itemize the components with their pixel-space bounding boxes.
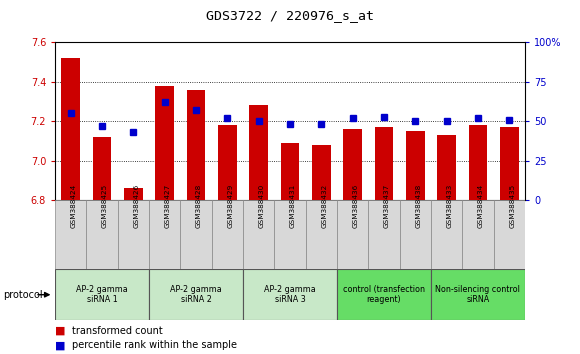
Text: GSM388431: GSM388431 <box>290 183 296 228</box>
Text: ■: ■ <box>55 326 66 336</box>
Bar <box>431 269 525 320</box>
Bar <box>337 200 368 269</box>
Text: GSM388427: GSM388427 <box>165 183 171 228</box>
Bar <box>155 86 174 200</box>
Text: transformed count: transformed count <box>72 326 163 336</box>
Bar <box>368 200 400 269</box>
Bar <box>462 200 494 269</box>
Text: percentile rank within the sample: percentile rank within the sample <box>72 340 237 350</box>
Bar <box>406 131 425 200</box>
Text: AP-2 gamma
siRNA 3: AP-2 gamma siRNA 3 <box>264 285 316 304</box>
Bar <box>375 127 393 200</box>
Bar <box>61 58 80 200</box>
Text: Non-silencing control
siRNA: Non-silencing control siRNA <box>436 285 520 304</box>
Text: GSM388436: GSM388436 <box>353 183 358 228</box>
Text: GSM388435: GSM388435 <box>509 183 515 228</box>
Text: GSM388434: GSM388434 <box>478 183 484 228</box>
Bar <box>312 145 331 200</box>
Bar <box>124 188 143 200</box>
Bar <box>243 200 274 269</box>
Bar <box>431 200 462 269</box>
Text: AP-2 gamma
siRNA 1: AP-2 gamma siRNA 1 <box>76 285 128 304</box>
Bar <box>343 129 362 200</box>
Bar <box>469 125 487 200</box>
Text: GSM388432: GSM388432 <box>321 183 327 228</box>
Bar <box>149 269 243 320</box>
Bar <box>93 137 111 200</box>
Bar <box>218 125 237 200</box>
Bar <box>494 200 525 269</box>
Text: control (transfection
reagent): control (transfection reagent) <box>343 285 425 304</box>
Bar <box>149 200 180 269</box>
Bar <box>86 200 118 269</box>
Bar <box>437 135 456 200</box>
Text: GSM388428: GSM388428 <box>196 183 202 228</box>
Bar <box>55 269 149 320</box>
Text: GSM388426: GSM388426 <box>133 183 139 228</box>
Bar <box>306 200 337 269</box>
Bar <box>274 200 306 269</box>
Text: GSM388425: GSM388425 <box>102 183 108 228</box>
Bar <box>187 90 205 200</box>
Bar <box>212 200 243 269</box>
Text: GSM388430: GSM388430 <box>259 183 264 228</box>
Bar <box>118 200 149 269</box>
Bar <box>337 269 431 320</box>
Bar <box>243 269 337 320</box>
Text: GSM388433: GSM388433 <box>447 183 452 228</box>
Text: GSM388437: GSM388437 <box>384 183 390 228</box>
Text: GSM388429: GSM388429 <box>227 183 233 228</box>
Bar <box>400 200 431 269</box>
Text: AP-2 gamma
siRNA 2: AP-2 gamma siRNA 2 <box>170 285 222 304</box>
Text: ■: ■ <box>55 340 66 350</box>
Bar <box>249 105 268 200</box>
Text: GDS3722 / 220976_s_at: GDS3722 / 220976_s_at <box>206 9 374 22</box>
Text: GSM388424: GSM388424 <box>71 183 77 228</box>
Bar <box>281 143 299 200</box>
Text: protocol: protocol <box>3 290 42 300</box>
Bar <box>500 127 519 200</box>
Bar <box>55 200 86 269</box>
Text: GSM388438: GSM388438 <box>415 183 421 228</box>
Bar <box>180 200 212 269</box>
